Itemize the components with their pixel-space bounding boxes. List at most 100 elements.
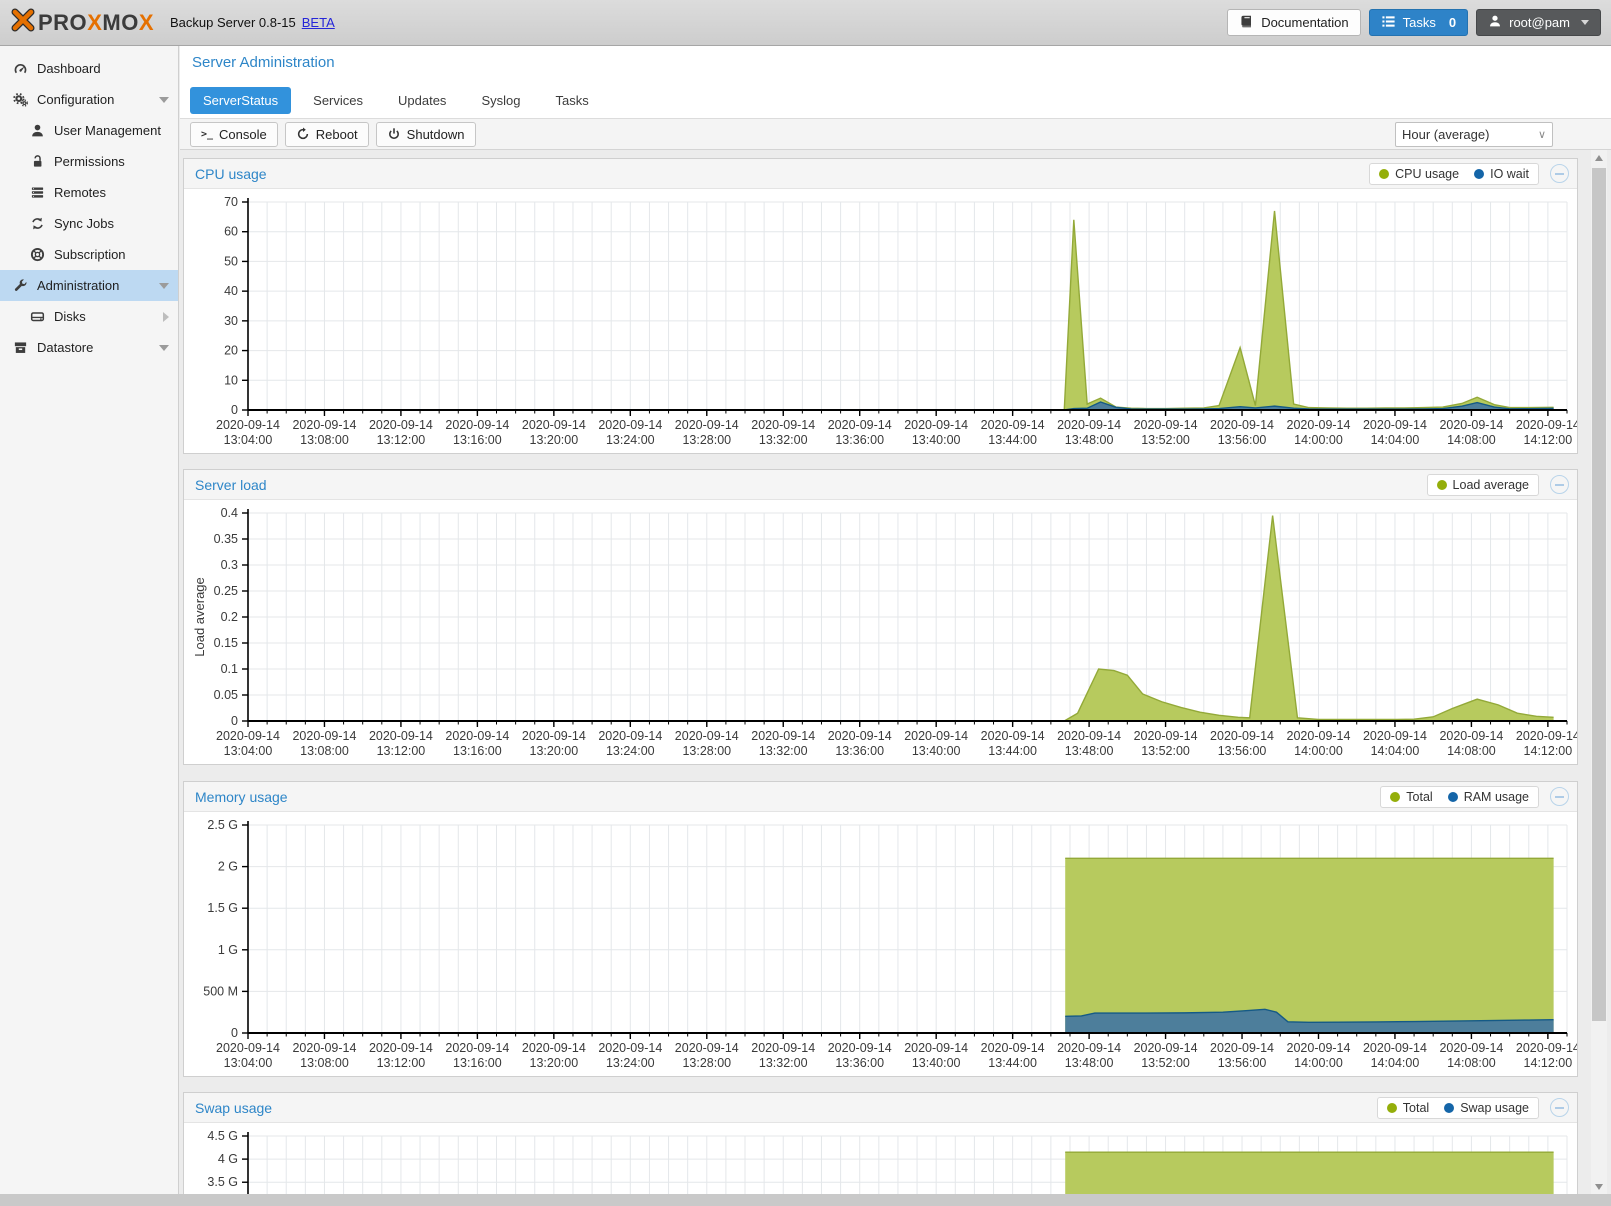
sidebar-item-dashboard[interactable]: Dashboard <box>0 53 178 84</box>
svg-text:2020-09-14: 2020-09-14 <box>675 729 739 743</box>
svg-text:2020-09-14: 2020-09-14 <box>216 418 280 432</box>
legend-item-ram-usage[interactable]: RAM usage <box>1447 790 1529 804</box>
svg-text:13:20:00: 13:20:00 <box>530 744 579 758</box>
reboot-button[interactable]: Reboot <box>284 121 369 147</box>
svg-text:14:12:00: 14:12:00 <box>1524 744 1573 758</box>
sidebar-item-sync-jobs[interactable]: Sync Jobs <box>0 208 178 239</box>
collapse-panel-icon[interactable] <box>1550 1098 1569 1117</box>
tab-updates[interactable]: Updates <box>398 93 447 108</box>
sidebar-item-disks[interactable]: Disks <box>0 301 178 332</box>
svg-text:2020-09-14: 2020-09-14 <box>1439 729 1503 743</box>
tab-serverstatus[interactable]: ServerStatus <box>190 87 292 114</box>
svg-text:0: 0 <box>231 403 238 417</box>
sidebar-item-administration[interactable]: Administration <box>0 270 178 301</box>
collapse-panel-icon[interactable] <box>1550 787 1569 806</box>
sidebar-item-label: Dashboard <box>37 61 101 76</box>
svg-text:2020-09-14: 2020-09-14 <box>1287 418 1351 432</box>
chart-legend: Total Swap usage <box>1376 1097 1539 1119</box>
svg-text:2020-09-14: 2020-09-14 <box>675 1041 739 1055</box>
window-bottom-strip <box>0 1194 1611 1206</box>
tab-services[interactable]: Services <box>313 93 364 108</box>
chevron-down-icon[interactable] <box>159 282 169 289</box>
svg-text:2020-09-14: 2020-09-14 <box>981 729 1045 743</box>
dashboard-icon <box>13 61 29 77</box>
svg-text:14:00:00: 14:00:00 <box>1294 433 1343 447</box>
svg-text:10: 10 <box>224 373 238 387</box>
svg-text:14:12:00: 14:12:00 <box>1524 433 1573 447</box>
legend-item-swap-usage[interactable]: Swap usage <box>1444 1101 1529 1115</box>
sidebar-item-configuration[interactable]: Configuration <box>0 84 178 115</box>
svg-text:2020-09-14: 2020-09-14 <box>598 418 662 432</box>
tasks-button[interactable]: Tasks 0 <box>1368 9 1469 36</box>
time-range-select[interactable]: Hour (average) ∨ <box>1395 121 1553 147</box>
collapse-panel-icon[interactable] <box>1550 475 1569 494</box>
tasks-count-badge: 0 <box>1448 15 1457 30</box>
book-icon <box>1239 14 1254 32</box>
chevron-down-icon[interactable] <box>159 344 169 351</box>
svg-text:13:52:00: 13:52:00 <box>1141 744 1190 758</box>
svg-text:2020-09-14: 2020-09-14 <box>369 418 433 432</box>
legend-item-cpu-usage[interactable]: CPU usage <box>1379 167 1459 181</box>
svg-text:13:24:00: 13:24:00 <box>606 744 655 758</box>
legend-item-io-wait[interactable]: IO wait <box>1474 167 1529 181</box>
documentation-button[interactable]: Documentation <box>1227 9 1361 36</box>
legend-item-total[interactable]: Total <box>1390 790 1433 804</box>
chart-legend: CPU usage IO wait <box>1369 163 1539 185</box>
gears-icon <box>13 92 29 108</box>
sidebar-item-label: Disks <box>54 309 86 324</box>
chevron-right-icon[interactable] <box>163 311 169 322</box>
svg-text:2020-09-14: 2020-09-14 <box>828 1041 892 1055</box>
sidebar-item-label: Permissions <box>54 154 125 169</box>
svg-text:13:28:00: 13:28:00 <box>682 744 731 758</box>
scroll-content: CPU usage CPU usage IO wait 0 10 20 30 40 50 60 70… <box>180 150 1611 1194</box>
tasks-label: Tasks <box>1402 15 1436 30</box>
toolbar: >_ Console Reboot Shutdown Hour (average… <box>180 118 1611 150</box>
sidebar-item-user-management[interactable]: User Management <box>0 115 178 146</box>
user-label: root@pam <box>1509 15 1570 30</box>
sidebar-nav: Dashboard Configuration User Management Per… <box>0 46 179 1194</box>
panel-title: CPU usage <box>195 165 267 182</box>
panel-header: CPU usage CPU usage IO wait <box>184 159 1577 189</box>
scroll-down-arrow-icon[interactable] <box>1591 1178 1607 1194</box>
svg-text:13:36:00: 13:36:00 <box>835 744 884 758</box>
datastore-icon <box>13 340 29 356</box>
legend-dot-icon <box>1386 1103 1397 1113</box>
svg-text:50: 50 <box>224 254 238 268</box>
sidebar-item-datastore[interactable]: Datastore <box>0 332 178 363</box>
legend-item-load-average[interactable]: Load average <box>1436 478 1529 492</box>
svg-text:13:56:00: 13:56:00 <box>1218 744 1267 758</box>
svg-text:13:24:00: 13:24:00 <box>606 433 655 447</box>
sidebar-item-subscription[interactable]: Subscription <box>0 239 178 270</box>
legend-item-total[interactable]: Total <box>1386 1101 1429 1115</box>
svg-text:2020-09-14: 2020-09-14 <box>904 729 968 743</box>
shutdown-button[interactable]: Shutdown <box>375 121 476 147</box>
svg-text:13:52:00: 13:52:00 <box>1141 1056 1190 1070</box>
svg-text:2 G: 2 G <box>218 860 238 874</box>
tab-syslog[interactable]: Syslog <box>481 93 521 108</box>
chevron-down-icon[interactable] <box>159 96 169 103</box>
sidebar-item-remotes[interactable]: Remotes <box>0 177 178 208</box>
svg-text:3.5 G: 3.5 G <box>207 1175 238 1189</box>
svg-text:2020-09-14: 2020-09-14 <box>1516 1041 1577 1055</box>
svg-text:2020-09-14: 2020-09-14 <box>1134 1041 1198 1055</box>
svg-text:13:44:00: 13:44:00 <box>988 744 1037 758</box>
svg-text:2020-09-14: 2020-09-14 <box>1439 418 1503 432</box>
collapse-panel-icon[interactable] <box>1550 164 1569 183</box>
beta-link[interactable]: BETA <box>301 15 335 30</box>
server-load-panel: Server load Load average 0 0.05 0.1 0.15 0.2 0.… <box>183 469 1580 765</box>
panel-header: Swap usage Total Swap usage <box>184 1093 1577 1123</box>
user-menu-button[interactable]: root@pam <box>1476 9 1601 36</box>
terminal-icon: >_ <box>201 128 214 140</box>
scroll-up-arrow-icon[interactable] <box>1591 150 1607 166</box>
svg-text:Load average: Load average <box>192 577 207 657</box>
svg-text:14:00:00: 14:00:00 <box>1294 744 1343 758</box>
tab-tasks[interactable]: Tasks <box>555 93 589 108</box>
sidebar-item-label: Sync Jobs <box>54 216 114 231</box>
legend-label: CPU usage <box>1395 167 1460 181</box>
console-button[interactable]: >_ Console <box>190 121 278 147</box>
svg-text:2020-09-14: 2020-09-14 <box>1516 729 1577 743</box>
sidebar-item-permissions[interactable]: Permissions <box>0 146 178 177</box>
scrollbar-thumb[interactable] <box>1592 168 1606 1021</box>
svg-text:0.25: 0.25 <box>214 584 238 598</box>
